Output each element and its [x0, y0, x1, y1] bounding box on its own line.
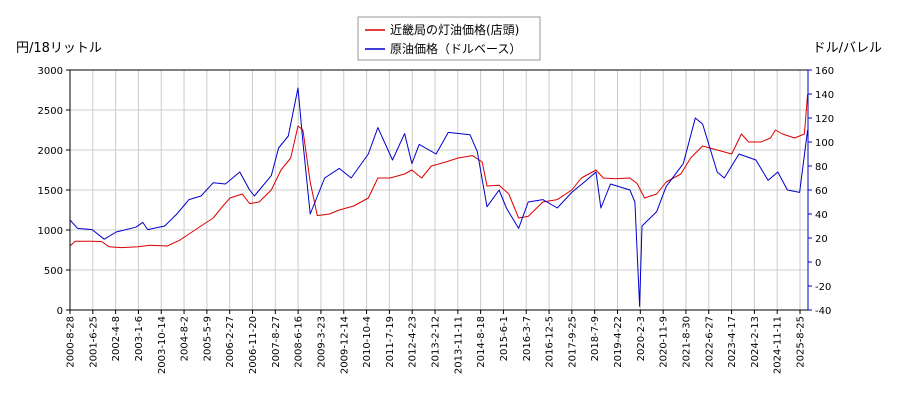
- left-axis-unit-label: 円/18リットル: [16, 41, 102, 56]
- legend-label-kerosene: 近畿局の灯油価格(店頭): [390, 22, 519, 37]
- x-tick-label: 2013-2-12: [431, 316, 442, 368]
- x-tick-label: 2022-6-27: [704, 316, 715, 368]
- left-tick-label: 3000: [38, 66, 63, 77]
- left-tick-label: 1000: [38, 226, 63, 237]
- x-tick-label: 2008-6-16: [294, 316, 305, 368]
- x-tick-label: 2020-11-9: [659, 316, 670, 368]
- series-line-1: [69, 87, 809, 307]
- right-axis-ticks: -40 -20 0 20 40 60 80 100 120 140 160: [808, 66, 834, 317]
- x-tick-label: 2005-5-9: [202, 316, 213, 361]
- x-tick-label: 2019-4-22: [613, 316, 624, 368]
- right-tick-label: -20: [815, 282, 831, 293]
- x-tick-label: 2001-6-25: [88, 316, 99, 368]
- x-tick-label: 2009-12-14: [339, 316, 350, 374]
- x-tick-label: 2004-8-2: [180, 316, 191, 361]
- x-tick-label: 2011-7-19: [385, 316, 396, 368]
- x-tick-label: 2016-3-7: [522, 316, 533, 361]
- right-tick-label: 140: [815, 90, 834, 101]
- left-tick-label: 1500: [38, 186, 63, 197]
- legend-box: [357, 16, 541, 61]
- x-tick-label: 2015-6-1: [499, 316, 510, 361]
- x-tick-label: 2003-1-6: [134, 316, 145, 361]
- right-tick-label: 40: [815, 210, 828, 221]
- x-tick-label: 2018-7-9: [590, 316, 601, 361]
- x-tick-label: 2012-4-23: [408, 316, 419, 368]
- legend: 近畿局の灯油価格(店頭) 原油価格（ドルベース）: [357, 16, 541, 61]
- x-tick-label: 2007-8-27: [271, 316, 282, 368]
- x-tick-label: 2006-11-20: [248, 316, 259, 374]
- right-tick-label: -40: [815, 306, 831, 317]
- left-tick-label: 2000: [38, 146, 63, 157]
- x-tick-label: 2009-3-23: [316, 316, 327, 368]
- right-tick-label: 160: [815, 66, 834, 77]
- x-axis-ticks: 2000-8-28 2001-6-25 2002-4-8 2003-1-6 2003-1…: [66, 310, 807, 374]
- x-tick-label: 2023-4-17: [727, 316, 738, 368]
- x-tick-label: 2013-11-11: [453, 316, 464, 374]
- series-line-0: [69, 93, 809, 249]
- x-tick-label: 2002-4-8: [111, 316, 122, 361]
- right-tick-label: 0: [815, 258, 821, 269]
- x-tick-label: 2003-10-14: [157, 316, 168, 374]
- left-tick-label: 500: [44, 266, 63, 277]
- left-tick-label: 0: [57, 306, 63, 317]
- right-tick-label: 100: [815, 138, 834, 149]
- right-tick-label: 20: [815, 234, 828, 245]
- x-tick-label: 2000-8-28: [66, 316, 77, 368]
- x-tick-label: 2014-8-18: [476, 316, 487, 368]
- legend-label-crude-oil: 原油価格（ドルベース）: [390, 41, 521, 56]
- right-tick-label: 80: [815, 162, 828, 173]
- x-tick-label: 2006-2-27: [225, 316, 236, 368]
- x-tick-label: 2010-10-4: [362, 316, 373, 368]
- x-tick-label: 2017-9-25: [567, 316, 578, 368]
- right-axis-unit-label: ドル/バレル: [813, 41, 882, 56]
- right-tick-label: 120: [815, 114, 834, 125]
- left-axis-ticks: 0 500 1000 1500 2000 2500 3000: [38, 66, 70, 317]
- right-tick-label: 60: [815, 186, 828, 197]
- series-layer: [69, 87, 809, 307]
- x-tick-label: 2016-12-5: [545, 316, 556, 368]
- x-tick-label: 2024-2-13: [750, 316, 761, 368]
- grid-lines: [69, 69, 808, 311]
- x-tick-label: 2025-8-25: [796, 316, 807, 368]
- left-tick-label: 2500: [38, 106, 63, 117]
- x-tick-label: 2024-11-11: [773, 316, 784, 374]
- x-tick-label: 2020-2-3: [636, 316, 647, 361]
- x-tick-label: 2021-8-30: [681, 316, 692, 368]
